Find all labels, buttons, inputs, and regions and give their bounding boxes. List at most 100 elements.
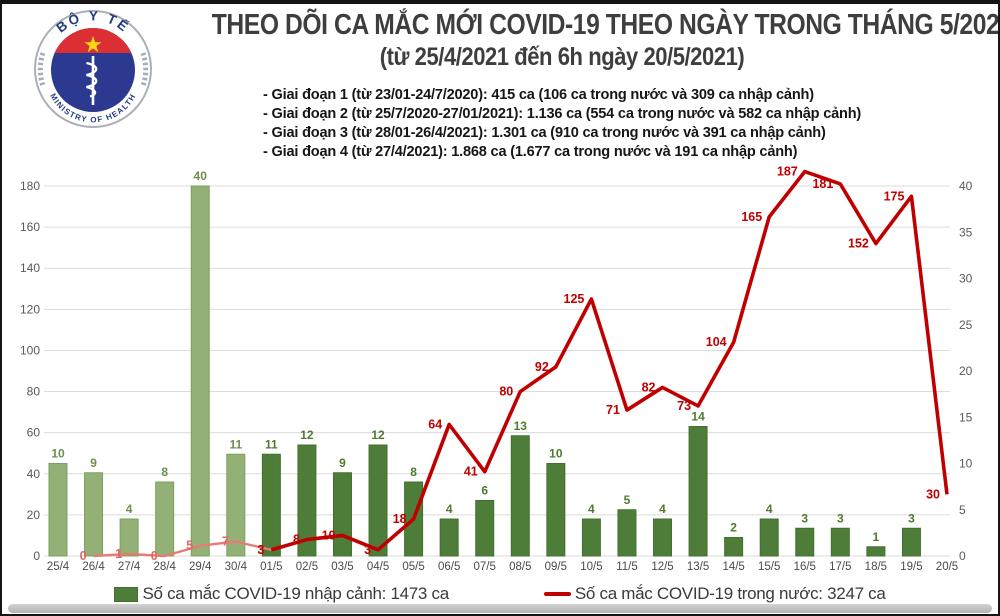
line-value-label: 3 <box>257 543 264 557</box>
line-value-label: 71 <box>606 403 620 417</box>
bar <box>866 546 886 557</box>
combo-chart: 0 20 40 60 80 100 120 140 160 180 0 5 10 15 20 25 30 35 40… <box>0 158 1000 582</box>
bar-value-label: 1 <box>873 530 880 544</box>
bar-value-label: 12 <box>300 428 314 442</box>
bar-value-label: 10 <box>51 447 65 461</box>
line-series-light <box>93 540 272 558</box>
y-axis-right-label: 20 <box>959 364 973 378</box>
phase-2-line: - Giai đoạn 2 (từ 25/7/2020-27/01/2021):… <box>263 105 862 122</box>
bar-value-label: 9 <box>339 456 346 470</box>
legend-imported-label: Số ca mắc COVID-19 nhập cảnh: 1473 ca <box>142 584 449 603</box>
x-axis-date-label: 06/5 <box>438 561 460 573</box>
phase-1-line: - Giai đoạn 1 (từ 23/01-24/7/2020): 415 … <box>263 86 814 103</box>
chart-legend: Số ca mắc COVID-19 nhập cảnh: 1473 ca Số… <box>0 580 1000 608</box>
y-axis-right-label: 35 <box>959 225 973 239</box>
chart-canvas: 0204060801001201401601800510152025303540… <box>20 165 973 573</box>
bar <box>724 537 744 557</box>
line-value-label: 104 <box>706 335 727 349</box>
bar-value-label: 11 <box>229 437 242 451</box>
bar <box>119 518 139 557</box>
line-value-label: 152 <box>848 237 869 251</box>
y-axis-left-label: 60 <box>27 426 41 440</box>
x-axis-date-label: 03/5 <box>331 561 353 573</box>
x-axis-date-label: 14/5 <box>722 561 744 573</box>
line-value-label: 1 <box>115 547 122 561</box>
bar <box>795 527 815 557</box>
bar <box>48 463 68 557</box>
line-value-label: 0 <box>151 549 158 563</box>
line-value-label: 3 <box>364 543 371 557</box>
logo-emblem: BỘ Y TẾ MINISTRY OF HEALTH <box>34 8 152 128</box>
y-axis-left-label: 100 <box>20 343 40 357</box>
x-axis-date-label: 07/5 <box>474 561 496 573</box>
y-axis-left-label: 80 <box>27 385 41 399</box>
bar-value-label: 40 <box>194 169 208 183</box>
line-value-label: 5 <box>186 539 193 553</box>
logo-laurel-left <box>37 52 46 87</box>
bar <box>759 518 779 557</box>
bar <box>368 444 388 557</box>
bar-value-label: 3 <box>801 511 808 525</box>
line-value-label: 73 <box>677 399 691 413</box>
line-value-label: 8 <box>293 533 300 547</box>
line-value-label: 125 <box>564 292 585 306</box>
bar <box>226 453 246 557</box>
bar <box>261 453 281 557</box>
bar <box>617 509 637 557</box>
bar <box>439 518 459 557</box>
legend-item-domestic: Số ca mắc COVID-19 trong nước: 3247 ca <box>543 584 886 604</box>
y-axis-right-label: 15 <box>959 410 973 424</box>
bar-value-label: 8 <box>410 465 417 479</box>
bar-value-label: 4 <box>659 502 666 516</box>
line-value-label: 30 <box>926 487 940 501</box>
bar-value-label: 9 <box>90 456 97 470</box>
y-axis-left-label: 160 <box>20 220 40 234</box>
bar-value-label: 8 <box>161 465 168 479</box>
line-value-label: 92 <box>535 360 549 374</box>
legend-item-imported: Số ca mắc COVID-19 nhập cảnh: 1473 ca <box>114 584 449 604</box>
x-axis-date-label: 13/5 <box>687 561 709 573</box>
logo-asclepius-rod-icon <box>86 56 98 105</box>
line-value-label: 18 <box>393 512 407 526</box>
line-value-label: 10 <box>322 528 336 542</box>
x-axis-date-label: 20/5 <box>936 561 958 573</box>
y-axis-right-label: 40 <box>959 179 973 193</box>
x-axis-date-label: 02/5 <box>296 561 318 573</box>
bar-value-label: 14 <box>691 410 705 424</box>
x-axis-date-label: 28/4 <box>153 561 176 573</box>
bar <box>84 472 104 557</box>
bar-value-label: 4 <box>766 502 773 516</box>
bar <box>653 518 673 557</box>
x-axis-date-label: 09/5 <box>545 561 567 573</box>
phase-3-line: - Giai đoạn 3 (từ 28/01-26/4/2021): 1.30… <box>263 124 826 141</box>
line-value-label: 64 <box>428 417 442 431</box>
y-axis-right-label: 25 <box>959 318 973 332</box>
bar <box>688 426 708 557</box>
bar-value-label: 4 <box>126 502 133 516</box>
bar-value-label: 10 <box>549 447 563 461</box>
page-subtitle: (từ 25/4/2021 đến 6h ngày 20/5/2021) <box>379 43 745 71</box>
x-axis-date-label: 19/5 <box>900 561 922 573</box>
bar <box>190 185 210 557</box>
x-axis-date-label: 04/5 <box>367 561 389 573</box>
page-title: THEO DÕI CA MẮC MỚI COVID-19 THEO NGÀY T… <box>211 9 1000 41</box>
line-value-label: 82 <box>642 380 656 394</box>
y-axis-right-label: 0 <box>959 549 966 563</box>
x-axis-date-label: 11/5 <box>616 561 638 573</box>
phase-summary: - Giai đoạn 1 (từ 23/01-24/7/2020): 415 … <box>263 85 880 161</box>
x-axis-date-label: 17/5 <box>829 561 851 573</box>
y-axis-left-label: 40 <box>27 467 41 481</box>
bar <box>155 481 175 557</box>
logo-laurel-right <box>140 52 149 87</box>
bar <box>510 435 530 557</box>
y-axis-left-label: 140 <box>20 261 40 275</box>
x-axis-date-label: 12/5 <box>651 561 673 573</box>
bar-value-label: 4 <box>446 502 453 516</box>
bar <box>297 444 317 557</box>
bar <box>901 527 921 557</box>
header: THEO DÕI CA MẮC MỚI COVID-19 THEO NGÀY T… <box>150 8 1000 73</box>
bar-value-label: 4 <box>588 502 595 516</box>
bottom-bar <box>8 604 992 613</box>
bar-value-label: 11 <box>265 437 278 451</box>
